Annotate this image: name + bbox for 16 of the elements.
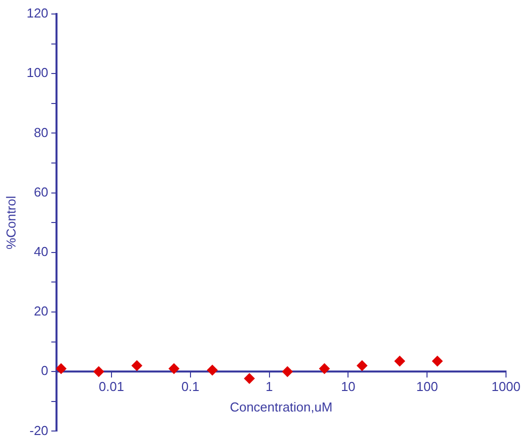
x-tick-label: 10 (340, 378, 356, 394)
x-tick-label: 0.1 (181, 378, 200, 394)
x-tick-label: 1000 (492, 378, 520, 394)
y-tick-label: 120 (26, 6, 48, 21)
x-tick-label: 100 (416, 378, 438, 394)
y-tick-label: 40 (34, 244, 48, 259)
x-tick-label: 0.01 (98, 378, 124, 394)
y-tick-label: 0 (41, 363, 48, 378)
y-axis-title: %Control (3, 196, 18, 250)
x-axis-title: Concentration,uM (230, 400, 332, 415)
y-tick-label: 60 (34, 184, 48, 200)
x-tick-label: 1 (266, 378, 273, 394)
y-tick-label: 80 (34, 124, 48, 140)
y-tick-label: 100 (26, 65, 48, 80)
y-tick-label: -20 (29, 422, 48, 438)
y-tick-label: 20 (34, 304, 48, 319)
